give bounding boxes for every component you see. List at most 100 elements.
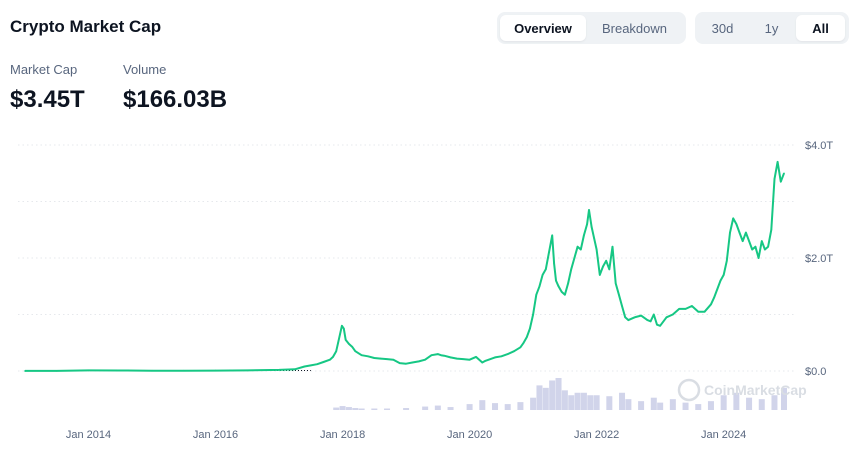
market-cap-point bbox=[652, 313, 655, 316]
market-cap-point bbox=[770, 228, 773, 231]
market-cap-point bbox=[697, 310, 700, 313]
market-cap-value: $3.45T bbox=[10, 86, 85, 113]
market-cap-point bbox=[611, 245, 614, 248]
price-line-layer bbox=[24, 160, 785, 372]
volume-bar bbox=[580, 392, 587, 410]
market-cap-point bbox=[627, 319, 630, 321]
volume-bar bbox=[479, 400, 486, 410]
volume-bar bbox=[555, 378, 562, 410]
grid-lines bbox=[18, 144, 796, 372]
market-cap-point bbox=[748, 240, 750, 242]
volume-bar bbox=[492, 403, 499, 410]
volume-bar bbox=[695, 404, 702, 410]
market-cap-point bbox=[494, 356, 496, 359]
market-cap-point bbox=[430, 354, 433, 356]
market-cap-point bbox=[722, 274, 725, 276]
market-cap-point bbox=[710, 303, 712, 306]
range-1y-button[interactable]: 1y bbox=[764, 20, 779, 36]
volume-bar bbox=[403, 408, 410, 410]
market-cap-point bbox=[672, 313, 674, 316]
market-cap-point bbox=[475, 356, 477, 358]
volume-bar bbox=[682, 402, 689, 410]
market-cap-point bbox=[322, 361, 325, 363]
market-cap-point bbox=[456, 357, 458, 360]
volume-bar bbox=[345, 407, 352, 410]
volume-bar bbox=[339, 406, 346, 410]
market-cap-point bbox=[386, 358, 388, 360]
market-cap-stat: Market Cap $3.45T bbox=[10, 62, 85, 114]
market-cap-point bbox=[659, 325, 661, 327]
market-cap-point bbox=[481, 361, 484, 364]
range-30d-button[interactable]: 30d bbox=[711, 20, 734, 36]
market-cap-point bbox=[398, 362, 401, 364]
market-cap-point bbox=[303, 365, 306, 368]
market-cap-point bbox=[608, 268, 611, 271]
market-cap-point bbox=[545, 268, 547, 271]
market-cap-point bbox=[379, 357, 382, 360]
market-cap-point bbox=[726, 260, 728, 262]
volume-bar bbox=[466, 404, 473, 410]
volume-bar bbox=[657, 402, 664, 410]
market-cap-point bbox=[500, 355, 503, 358]
view-toggle: Overview Breakdown bbox=[497, 12, 686, 44]
market-cap-line bbox=[25, 160, 785, 372]
x-tick-label: Jan 2018 bbox=[320, 429, 365, 441]
market-cap-label: Market Cap bbox=[10, 62, 78, 77]
market-cap-point bbox=[665, 316, 668, 319]
market-cap-point bbox=[624, 316, 627, 319]
volume-bar bbox=[434, 405, 441, 410]
market-cap-point bbox=[392, 358, 395, 361]
volume-bar bbox=[625, 399, 632, 410]
market-cap-point bbox=[538, 285, 541, 288]
market-cap-point bbox=[716, 288, 719, 290]
market-cap-point bbox=[757, 257, 760, 259]
market-cap-point bbox=[767, 245, 769, 248]
volume-bar bbox=[371, 408, 378, 410]
market-cap-point bbox=[535, 293, 538, 296]
market-cap-point bbox=[593, 237, 595, 240]
market-cap-point bbox=[278, 369, 280, 371]
y-tick-label: $2.0T bbox=[805, 253, 833, 265]
volume-bar bbox=[352, 408, 359, 410]
market-cap-point bbox=[329, 358, 331, 361]
market-cap-point bbox=[732, 217, 734, 220]
x-tick-label: Jan 2016 bbox=[193, 429, 238, 441]
market-cap-point bbox=[529, 327, 531, 330]
coinmarketcap-logo-icon bbox=[677, 378, 701, 402]
volume-bar bbox=[669, 399, 676, 410]
market-cap-point bbox=[411, 361, 414, 364]
market-cap-point bbox=[462, 358, 465, 360]
market-cap-point bbox=[332, 356, 334, 358]
market-cap-point bbox=[506, 353, 509, 355]
market-cap-point bbox=[573, 257, 576, 259]
market-cap-point bbox=[246, 369, 249, 372]
volume-bar bbox=[422, 406, 429, 410]
volume-bar bbox=[606, 396, 613, 410]
volume-bar bbox=[384, 408, 391, 410]
market-cap-point bbox=[703, 310, 706, 313]
x-tick-label: Jan 2022 bbox=[574, 429, 619, 441]
market-cap-point bbox=[570, 268, 573, 271]
market-cap-point bbox=[87, 369, 90, 372]
range-toggle: 30d 1y All bbox=[695, 12, 849, 44]
market-cap-point bbox=[417, 360, 420, 363]
market-cap-point bbox=[560, 291, 563, 293]
market-cap-point bbox=[691, 305, 693, 307]
tab-breakdown[interactable]: Breakdown bbox=[601, 20, 668, 36]
market-cap-point bbox=[449, 356, 452, 359]
market-cap-point bbox=[646, 319, 649, 321]
volume-bar bbox=[536, 385, 543, 410]
market-cap-point bbox=[551, 234, 553, 237]
coinmarketcap-watermark: CoinMarketCap bbox=[677, 378, 807, 402]
volume-bar bbox=[593, 395, 600, 410]
market-cap-point bbox=[541, 274, 544, 276]
market-cap-point bbox=[548, 251, 550, 254]
range-all-button[interactable]: All bbox=[796, 15, 845, 41]
volume-bar bbox=[358, 408, 365, 410]
market-cap-point bbox=[487, 358, 490, 361]
market-cap-point bbox=[773, 178, 776, 180]
tab-overview[interactable]: Overview bbox=[500, 15, 586, 41]
market-cap-point bbox=[656, 323, 658, 326]
volume-bar bbox=[530, 397, 537, 410]
